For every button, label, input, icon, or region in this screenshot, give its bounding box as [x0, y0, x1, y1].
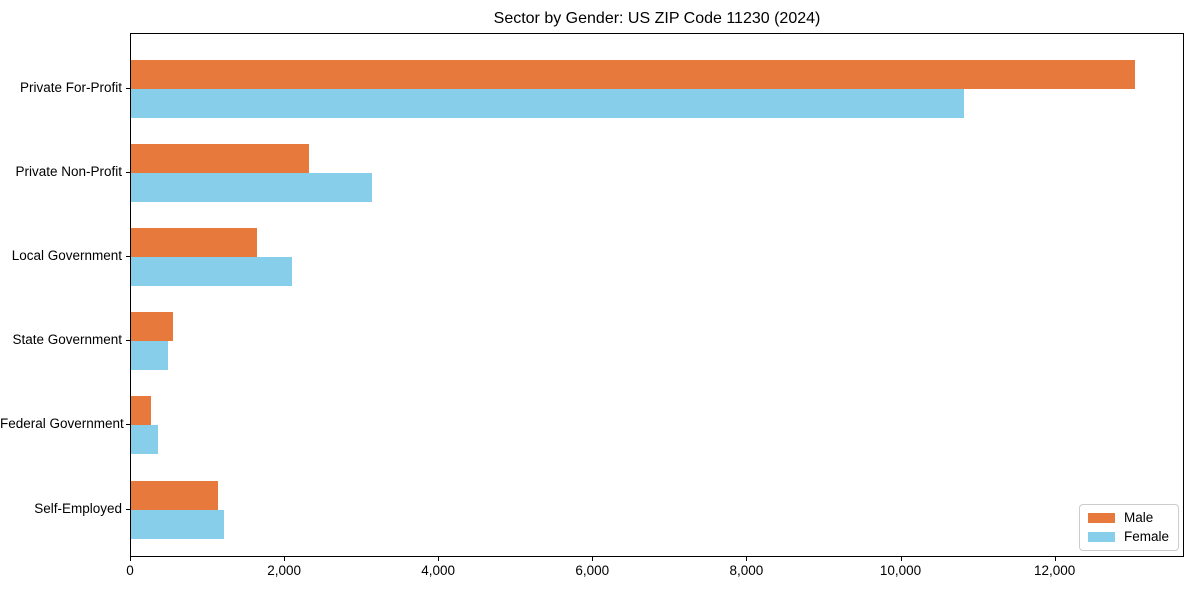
bar-female-3 — [131, 341, 168, 371]
bar-male-0 — [131, 60, 1135, 89]
x-tick-mark — [438, 557, 440, 561]
female-color-swatch — [1087, 532, 1115, 542]
bar-male-3 — [131, 312, 173, 342]
x-tick-mark — [592, 557, 594, 561]
y-tick-label: Self-Employed — [34, 500, 122, 516]
bar-female-4 — [131, 425, 158, 455]
y-tick-mark — [126, 256, 130, 258]
x-tick-mark — [746, 557, 748, 561]
y-tick-label: State Government — [12, 332, 122, 348]
x-tick-label: 8,000 — [729, 563, 764, 578]
male-color-swatch — [1087, 513, 1115, 523]
bar-male-5 — [131, 480, 219, 510]
x-tick-mark — [130, 557, 131, 561]
x-tick-label: 2,000 — [267, 563, 301, 578]
y-tick-mark — [126, 88, 130, 89]
x-tick-mark — [900, 557, 902, 561]
bar-female-2 — [131, 257, 293, 287]
x-tick-label: 12,000 — [1033, 563, 1076, 578]
plot-area: Male Female — [130, 33, 1184, 557]
y-tick-label: Federal Government — [0, 416, 124, 432]
y-tick-label: Private For-Profit — [19, 80, 122, 95]
y-tick-mark — [126, 508, 130, 510]
y-tick-label: Local Government — [11, 248, 122, 264]
bar-female-5 — [131, 509, 225, 539]
y-tick-label: Private Non-Profit — [15, 164, 122, 180]
bar-female-0 — [131, 89, 965, 118]
x-tick-label: 6,000 — [575, 563, 610, 578]
chart-title: Sector by Gender: US ZIP Code 11230 (202… — [493, 10, 821, 27]
legend: Male Female — [1078, 504, 1179, 551]
y-tick-mark — [126, 172, 130, 174]
x-tick-mark — [284, 557, 286, 561]
x-tick-label: 4,000 — [421, 563, 456, 578]
x-tick-label: 10,000 — [879, 563, 922, 578]
bar-male-4 — [131, 396, 151, 426]
bar-male-1 — [131, 144, 310, 174]
bar-male-2 — [131, 228, 258, 258]
legend-label-male: Male — [1123, 510, 1154, 525]
y-tick-mark — [126, 424, 130, 426]
bar-female-1 — [131, 173, 373, 203]
x-tick-label: 0 — [126, 563, 134, 578]
legend-item-male: Male — [1087, 510, 1169, 525]
legend-label-female: Female — [1123, 529, 1169, 544]
x-tick-mark — [1054, 557, 1056, 561]
y-tick-mark — [126, 340, 130, 342]
legend-item-female: Female — [1087, 529, 1169, 544]
